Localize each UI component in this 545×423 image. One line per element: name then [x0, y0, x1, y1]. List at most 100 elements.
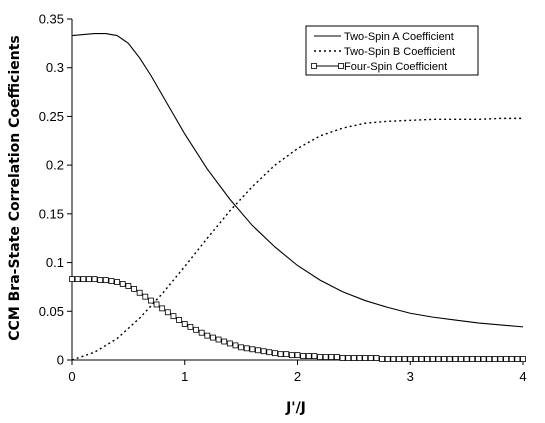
chart-ticks: 0 0.05 0.1 0.15 0.2 0.25 0.3 0.35 0 1 2 3 4 — [39, 12, 527, 385]
data-point — [97, 277, 104, 284]
data-point — [288, 352, 295, 359]
series-layer — [69, 33, 526, 362]
data-point — [508, 356, 515, 362]
data-point — [232, 342, 239, 349]
data-point — [401, 356, 408, 362]
y-tick-label: 0.35 — [39, 12, 64, 27]
data-point — [272, 350, 278, 357]
y-tick-label: 0.3 — [46, 60, 64, 75]
data-point — [142, 293, 149, 300]
data-point — [170, 313, 177, 320]
data-point — [283, 351, 290, 358]
data-point — [300, 353, 307, 360]
data-point — [339, 355, 346, 361]
data-point — [418, 356, 425, 362]
x-tick-label: 0 — [68, 369, 75, 384]
data-point — [260, 348, 267, 355]
data-point — [474, 356, 481, 362]
data-point — [384, 356, 391, 362]
data-point — [367, 355, 374, 361]
data-point — [520, 356, 526, 362]
x-axis-title: J'/J — [285, 400, 306, 416]
data-point — [480, 356, 487, 362]
data-point — [514, 356, 521, 362]
data-point — [311, 353, 318, 360]
data-point — [215, 336, 222, 343]
x-tick-label: 4 — [519, 369, 526, 384]
data-point — [277, 351, 284, 358]
data-point — [317, 354, 323, 360]
data-point — [373, 355, 380, 361]
data-point — [108, 278, 115, 284]
data-point — [136, 289, 143, 296]
data-point — [255, 347, 261, 354]
data-point — [102, 277, 109, 284]
y-tick-label: 0.2 — [46, 158, 64, 173]
data-point — [396, 356, 402, 362]
data-point — [210, 334, 216, 341]
data-point — [435, 356, 442, 362]
data-point — [463, 356, 470, 362]
data-point — [469, 356, 476, 362]
legend-item: Two-Spin A Coefficient — [314, 31, 454, 43]
y-tick-label: 0.1 — [46, 255, 64, 270]
y-tick-label: 0.25 — [39, 109, 64, 124]
data-point — [322, 354, 329, 360]
data-point — [458, 356, 464, 362]
data-point — [491, 356, 498, 362]
data-point — [441, 356, 447, 362]
data-point — [407, 356, 414, 362]
series-two-spin-a-coefficient — [71, 33, 524, 328]
data-point — [193, 326, 199, 333]
data-point — [221, 338, 228, 345]
data-point — [148, 297, 154, 304]
data-point — [266, 349, 273, 356]
chart-legend: Two-Spin A Coefficient Two-Spin B Coeffic… — [305, 25, 479, 76]
y-tick-label: 0.15 — [39, 206, 64, 221]
x-tick-label: 1 — [181, 369, 188, 384]
data-point — [345, 355, 352, 361]
data-point — [497, 356, 504, 362]
data-point — [125, 283, 132, 289]
data-point — [114, 279, 120, 285]
legend-label: Two-Spin B Coefficient — [344, 46, 455, 58]
legend-marker — [311, 63, 317, 69]
data-point — [204, 332, 211, 339]
data-point — [356, 355, 363, 361]
data-point — [429, 356, 436, 362]
legend-item: Two-Spin B Coefficient — [314, 46, 455, 58]
legend-marker — [338, 63, 344, 69]
data-point — [486, 356, 493, 362]
data-point — [379, 356, 385, 362]
data-point — [243, 345, 250, 352]
data-point — [334, 354, 340, 360]
data-point — [390, 356, 397, 362]
data-point — [159, 305, 166, 312]
series-four-spin-coefficient — [69, 276, 526, 362]
data-point — [350, 355, 357, 361]
data-point — [91, 276, 98, 283]
data-point — [412, 356, 419, 362]
data-point — [249, 346, 256, 353]
legend-label: Two-Spin A Coefficient — [344, 31, 454, 43]
data-point — [176, 317, 183, 323]
x-tick-label: 3 — [407, 369, 414, 384]
data-point — [164, 309, 171, 316]
data-point — [198, 329, 205, 336]
y-axis-title: CCM Bra-State Correlation Coefficients — [7, 35, 23, 340]
legend-item: Four-Spin Coefficient — [311, 61, 447, 73]
data-point — [181, 321, 188, 327]
data-point — [294, 352, 301, 359]
series-line — [71, 33, 524, 328]
data-point — [119, 281, 126, 287]
data-point — [328, 354, 335, 360]
legend-label: Four-Spin Coefficient — [344, 61, 447, 73]
y-tick-label: 0.05 — [39, 304, 64, 319]
data-point — [238, 344, 245, 351]
data-point — [69, 276, 75, 283]
data-point — [226, 340, 233, 347]
y-tick-label: 0 — [57, 353, 64, 368]
x-tick-label: 2 — [294, 369, 301, 384]
data-point — [80, 276, 87, 283]
